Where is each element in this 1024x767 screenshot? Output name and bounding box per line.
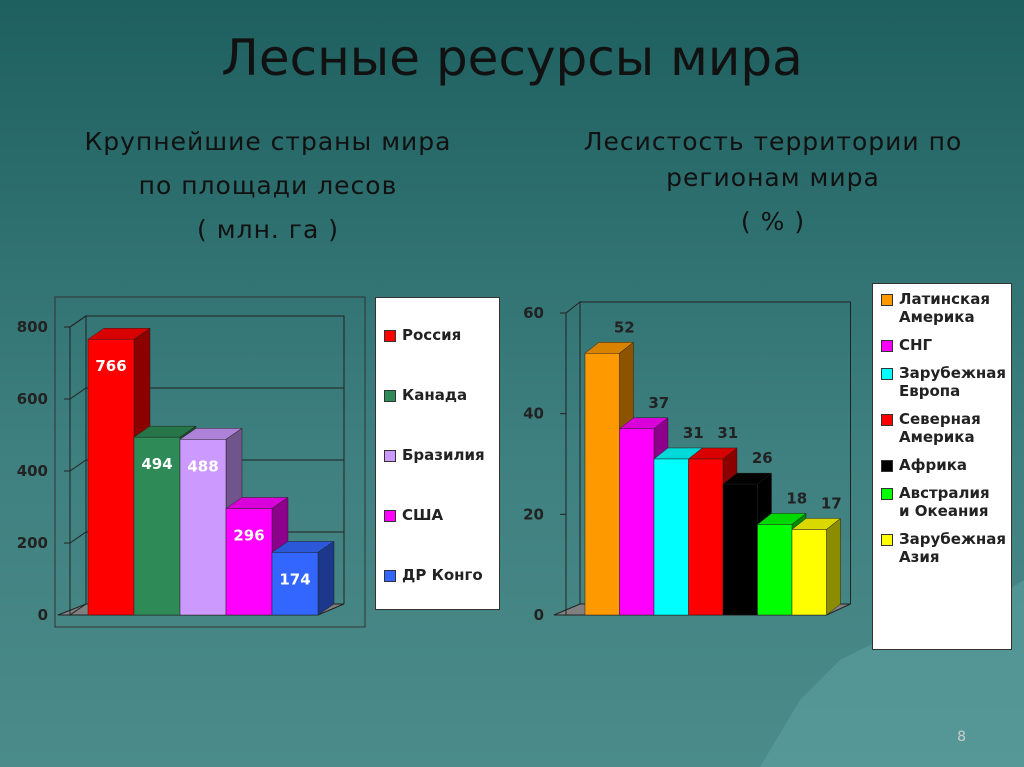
y-tick-label: 40: [523, 405, 544, 423]
legend-item: Африка: [881, 456, 1005, 474]
bar: [757, 524, 793, 616]
value-label: 494: [141, 455, 172, 473]
legend-item: Австралия и Океания: [881, 484, 1005, 520]
bar-side: [826, 517, 841, 616]
bar: [179, 439, 227, 616]
value-label: 488: [187, 457, 218, 475]
legend-swatch: [384, 450, 396, 462]
legend-item: Бразилия: [384, 446, 493, 464]
chart-title: регионам мира: [666, 163, 880, 192]
legend-swatch: [881, 340, 893, 352]
chart-title: ( млн. га ): [197, 215, 339, 244]
y-tick-label: 0: [38, 606, 48, 624]
value-label: 174: [279, 570, 310, 588]
legend-item: Зарубежная Европа: [881, 364, 1006, 400]
legend-label: США: [402, 506, 444, 524]
value-label: 26: [752, 449, 773, 467]
legend-swatch: [384, 570, 396, 582]
legend-label: Канада: [402, 386, 468, 404]
legend-item: Северная Америка: [881, 410, 1005, 446]
legend-label: Зарубежная Европа: [899, 364, 1006, 400]
bar: [584, 353, 620, 616]
legend-item: Зарубежная Азия: [881, 530, 1006, 566]
legend: Латинская Америка СНГ Зарубежная Европа Сев…: [872, 283, 1012, 650]
chart-title: по площади лесов: [139, 171, 398, 200]
legend-label: ДР Конго: [402, 566, 483, 584]
y-tick-label: 60: [523, 304, 544, 322]
bar: [619, 428, 655, 616]
value-label: 52: [614, 318, 635, 336]
legend-label: Австралия и Океания: [899, 484, 990, 520]
y-tick-label: 800: [17, 318, 48, 336]
bar: [225, 508, 273, 616]
legend-label: Зарубежная Азия: [899, 530, 1006, 566]
bar-side: [317, 540, 335, 616]
bar: [271, 552, 319, 616]
legend-item: Канада: [384, 386, 493, 404]
plot-frame: [54, 296, 366, 628]
legend-item: Россия: [384, 326, 493, 344]
y-tick-label: 600: [17, 390, 48, 408]
legend-label: Северная Америка: [899, 410, 981, 446]
value-label: 766: [95, 357, 126, 375]
legend-label: Латинская Америка: [899, 290, 990, 326]
bar: [722, 483, 758, 616]
legend-item: США: [384, 506, 493, 524]
legend-swatch: [881, 294, 893, 306]
page-number: 8: [957, 729, 966, 745]
bar: [133, 436, 181, 616]
legend-swatch: [384, 330, 396, 342]
legend-item: Латинская Америка: [881, 290, 1005, 326]
legend-swatch: [881, 368, 893, 380]
legend-swatch: [384, 510, 396, 522]
y-tick-label: 400: [17, 462, 48, 480]
y-tick-label: 20: [523, 505, 544, 523]
value-label: 37: [648, 394, 669, 412]
legend-swatch: [881, 488, 893, 500]
legend-label: Африка: [899, 456, 968, 474]
bar: [87, 338, 135, 616]
legend-item: ДР Конго: [384, 566, 493, 584]
value-label: 18: [786, 489, 807, 507]
legend-swatch: [881, 460, 893, 472]
legend-item: СНГ: [881, 336, 1005, 354]
legend-label: Россия: [402, 326, 462, 344]
value-label: 17: [821, 494, 842, 512]
value-label: 31: [717, 424, 738, 442]
grid-line: [69, 315, 344, 328]
slide-title: Лесные ресурсы мира: [221, 29, 802, 87]
grid-line: [69, 459, 344, 472]
legend-label: Бразилия: [402, 446, 485, 464]
value-label: 31: [683, 424, 704, 442]
legend: Россия Канада Бразилия США ДР Конго: [375, 297, 500, 610]
value-label: 296: [233, 526, 264, 544]
grid-line: [69, 387, 344, 400]
chart-title: Крупнейшие страны мира: [84, 127, 451, 156]
bar: [688, 458, 724, 616]
y-tick-label: 200: [17, 534, 48, 552]
y-tick-label: 0: [534, 606, 544, 624]
bar: [653, 458, 689, 616]
legend-swatch: [881, 534, 893, 546]
legend-label: СНГ: [899, 336, 933, 354]
chart-title: Лесистость территории по: [584, 127, 963, 156]
legend-swatch: [881, 414, 893, 426]
legend-swatch: [384, 390, 396, 402]
bar: [791, 529, 827, 616]
chart-title: ( % ): [741, 207, 805, 236]
